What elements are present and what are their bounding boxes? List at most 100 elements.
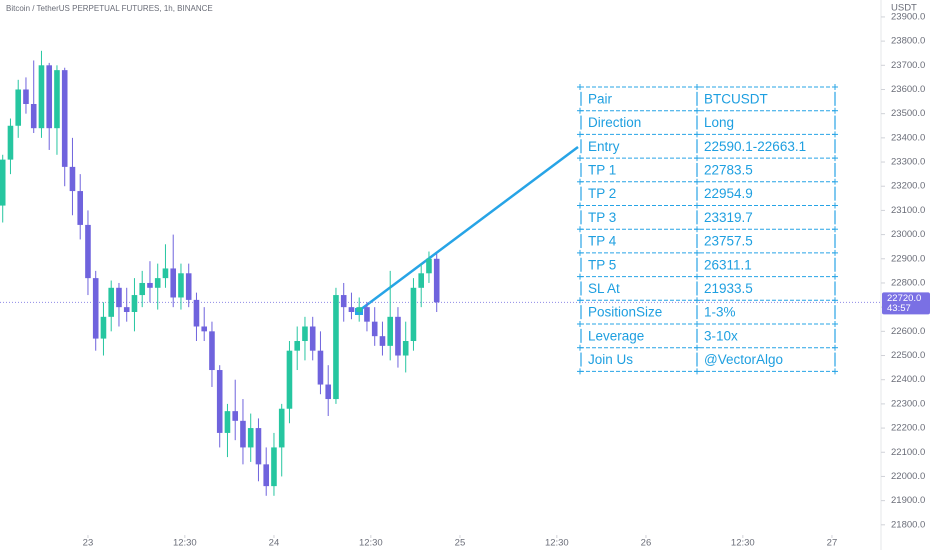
candle-body	[255, 428, 262, 465]
candle-body	[193, 299, 200, 327]
y-tick-label: 23800.0	[891, 36, 925, 47]
candle-body	[123, 307, 130, 312]
candle-body	[154, 278, 161, 288]
table-value: @VectorAlgo	[704, 352, 783, 367]
y-tick-label: 23900.0	[891, 11, 925, 22]
table-key: Entry	[588, 139, 620, 154]
candle-body	[30, 103, 37, 129]
y-tick-label: 23200.0	[891, 181, 925, 192]
y-tick-label: 22800.0	[891, 277, 925, 288]
candle-body	[410, 287, 417, 342]
x-tick-label: 26	[641, 538, 652, 549]
table-key: Leverage	[588, 328, 644, 343]
y-tick-label: 22400.0	[891, 374, 925, 385]
candle-body	[379, 336, 386, 346]
table-key: TP 1	[588, 163, 616, 178]
table-key: SL At	[588, 281, 620, 296]
y-tick-label: 23300.0	[891, 157, 925, 168]
table-value: 26311.1	[704, 257, 752, 272]
candle-body	[263, 464, 270, 487]
candle-body	[61, 70, 68, 167]
x-tick-label: 12:30	[359, 538, 383, 549]
table-value: BTCUSDT	[704, 91, 768, 106]
table-value: 22783.5	[704, 163, 753, 178]
x-tick-label: 23	[83, 538, 94, 549]
candle-body	[271, 447, 277, 487]
y-tick-label: 22200.0	[891, 423, 925, 434]
table-key: TP 5	[588, 257, 616, 272]
x-tick-label: 24	[269, 538, 280, 549]
table-key: TP 2	[588, 186, 616, 201]
candle-body	[240, 420, 246, 448]
candle-body	[23, 89, 29, 104]
table-key: Direction	[588, 115, 641, 130]
y-tick-label: 23000.0	[891, 229, 925, 240]
candle-body	[170, 268, 177, 298]
candle-body	[371, 321, 378, 337]
candle-body	[348, 307, 355, 312]
table-key: PositionSize	[588, 305, 662, 320]
candle-body	[309, 326, 316, 351]
y-tick-label: 22000.0	[891, 471, 925, 482]
candle-body	[325, 384, 332, 400]
candle-body	[54, 70, 60, 129]
x-tick-label: 27	[827, 538, 838, 549]
candle-body	[147, 282, 153, 288]
table-key: TP 4	[588, 234, 617, 249]
candle-body	[286, 350, 293, 409]
candle-body	[162, 268, 169, 279]
candle-body	[7, 125, 14, 160]
candle-body	[46, 65, 53, 129]
candle-body	[433, 258, 440, 303]
candle-body	[426, 258, 432, 274]
countdown: 43:57	[887, 303, 911, 314]
table-key: TP 3	[588, 210, 616, 225]
candle-body	[364, 307, 370, 322]
candle-body	[178, 273, 184, 298]
table-key: Join Us	[588, 352, 633, 367]
y-tick-label: 21900.0	[891, 495, 925, 506]
candle-body	[69, 166, 76, 192]
candle-body	[216, 370, 223, 433]
candle-body	[317, 350, 324, 385]
candle-body	[418, 273, 425, 288]
table-value: 3-10x	[704, 328, 738, 343]
x-tick-label: 12:30	[173, 538, 197, 549]
candle-body	[85, 224, 91, 279]
candle-body	[294, 341, 301, 351]
candle-body	[387, 316, 394, 346]
x-tick-label: 25	[455, 538, 466, 549]
candle-body	[201, 326, 208, 332]
annotation-line	[359, 145, 579, 312]
y-tick-label: 23400.0	[891, 132, 925, 143]
x-tick-label: 12:30	[545, 538, 569, 549]
chart-title: Bitcoin / TetherUS PERPETUAL FUTURES, 1h…	[6, 4, 213, 13]
candle-body	[302, 326, 308, 342]
price-badge	[882, 292, 930, 315]
candle-body	[209, 331, 215, 371]
y-tick-label: 22300.0	[891, 398, 925, 409]
candle-body	[100, 316, 107, 339]
y-tick-label: 22900.0	[891, 253, 925, 264]
x-tick-label: 12:30	[731, 538, 755, 549]
table-value: Long	[704, 115, 734, 130]
candle-body	[395, 316, 401, 356]
candle-body	[402, 341, 409, 356]
candle-body	[247, 428, 254, 448]
candle-body	[139, 282, 146, 296]
last-price-label: 22720.0	[887, 293, 921, 304]
table-value: 1-3%	[704, 305, 736, 320]
y-tick-label: 23600.0	[891, 84, 925, 95]
y-tick-label: 22500.0	[891, 350, 925, 361]
candle-body	[77, 191, 84, 225]
candle-body	[131, 295, 138, 312]
candle-body	[116, 287, 122, 308]
candle-body	[224, 411, 231, 433]
table-key: Pair	[588, 91, 613, 106]
candle-body	[333, 295, 339, 400]
table-value: 23319.7	[704, 210, 753, 225]
candle-body	[38, 65, 45, 129]
y-tick-label: 23100.0	[891, 205, 925, 216]
y-tick-label: 21800.0	[891, 519, 925, 530]
